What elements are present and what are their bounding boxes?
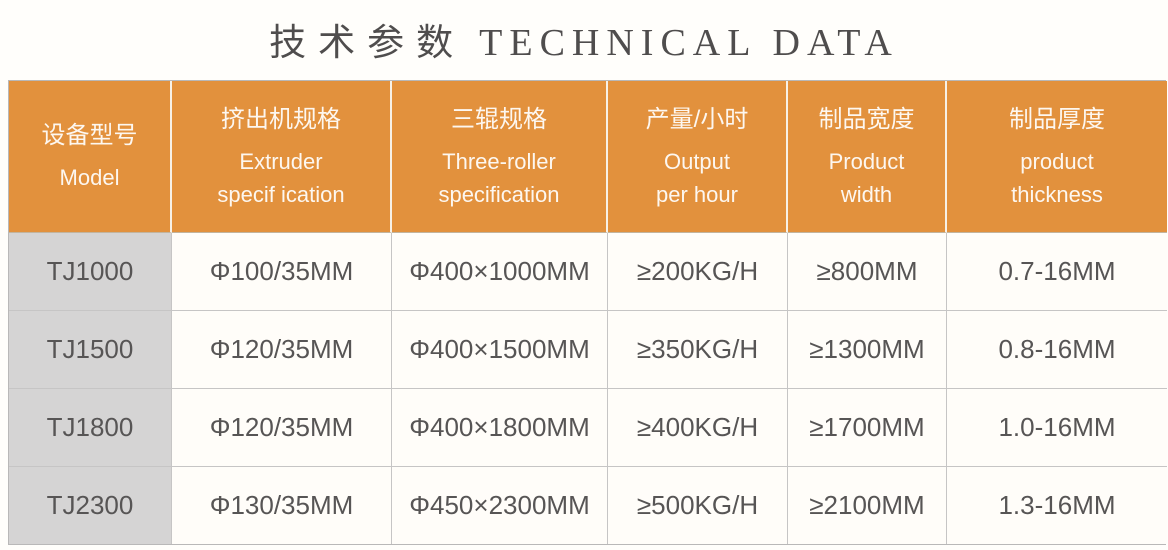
model-cell: TJ1000 xyxy=(9,233,172,311)
table-cell: Φ120/35MM xyxy=(172,389,392,467)
table-cell: ≥800MM xyxy=(788,233,947,311)
table-cell: ≥1700MM xyxy=(788,389,947,467)
header-label-en: Extruder xyxy=(239,148,323,174)
page-title-zh: 技术参数 xyxy=(269,23,466,64)
table-cell: ≥200KG/H xyxy=(608,233,788,311)
table-cell: ≥500KG/H xyxy=(608,467,788,544)
header-label-en: width xyxy=(840,181,893,207)
table-cell: ≥400KG/H xyxy=(608,389,788,467)
header-label-zh: 产量/小时 xyxy=(645,105,749,133)
header-label-zh: 挤出机规格 xyxy=(221,105,341,133)
page-title-en: TECHNICAL DATA xyxy=(479,22,899,64)
header-label-en: specif ication xyxy=(217,181,345,207)
header-cell-col-5: 制品厚度 product thickness xyxy=(947,81,1167,233)
table-cell: ≥350KG/H xyxy=(608,311,788,389)
header-label-zh: 设备型号 xyxy=(41,122,138,149)
model-cell: TJ1800 xyxy=(9,389,172,467)
table-cell: 1.0-16MM xyxy=(947,389,1167,467)
header-label-zh: 制品厚度 xyxy=(1009,105,1105,133)
model-cell: TJ2300 xyxy=(9,467,172,544)
header-cell-col-1: 挤出机规格 Extruder specif ication xyxy=(172,81,392,233)
header-label-en: Model xyxy=(59,165,120,190)
table-cell: ≥1300MM xyxy=(788,311,947,389)
header-label-en: per hour xyxy=(656,181,738,207)
table-cell: 1.3-16MM xyxy=(947,467,1167,544)
header-label-en: thickness xyxy=(1011,181,1103,207)
page-title: 技术参数 TECHNICAL DATA xyxy=(0,0,1168,70)
table-cell: Φ450×2300MM xyxy=(392,467,608,544)
header-label-zh: 三辊规格 xyxy=(451,105,547,133)
header-label-en: Product xyxy=(828,148,905,174)
header-label-en: product xyxy=(1020,148,1094,174)
header-cell-col-3: 产量/小时 Output per hour xyxy=(608,81,788,233)
header-cell-col-2: 三辊规格 Three-roller specification xyxy=(392,81,608,233)
header-cell-col-4: 制品宽度 Product width xyxy=(788,81,947,233)
technical-data-table: 设备型号 Model 挤出机规格 Extruder specif ication 三辊规格… xyxy=(8,80,1167,545)
table-cell: Φ120/35MM xyxy=(172,311,392,389)
table-cell: Φ400×1800MM xyxy=(392,389,608,467)
table-cell: Φ400×1500MM xyxy=(392,311,608,389)
table-cell: 0.7-16MM xyxy=(947,233,1167,311)
header-label-zh: 制品宽度 xyxy=(818,105,915,133)
table-cell: Φ400×1000MM xyxy=(392,233,608,311)
header-label-en: Three-roller xyxy=(442,148,556,174)
header-label-en: Output xyxy=(663,148,731,174)
table-cell: 0.8-16MM xyxy=(947,311,1167,389)
table-cell: Φ130/35MM xyxy=(172,467,392,544)
table-cell: ≥2100MM xyxy=(788,467,947,544)
header-label-en: specification xyxy=(438,181,560,207)
header-cell-col-0: 设备型号 Model xyxy=(9,81,172,233)
table-cell: Φ100/35MM xyxy=(172,233,392,311)
model-cell: TJ1500 xyxy=(9,311,172,389)
